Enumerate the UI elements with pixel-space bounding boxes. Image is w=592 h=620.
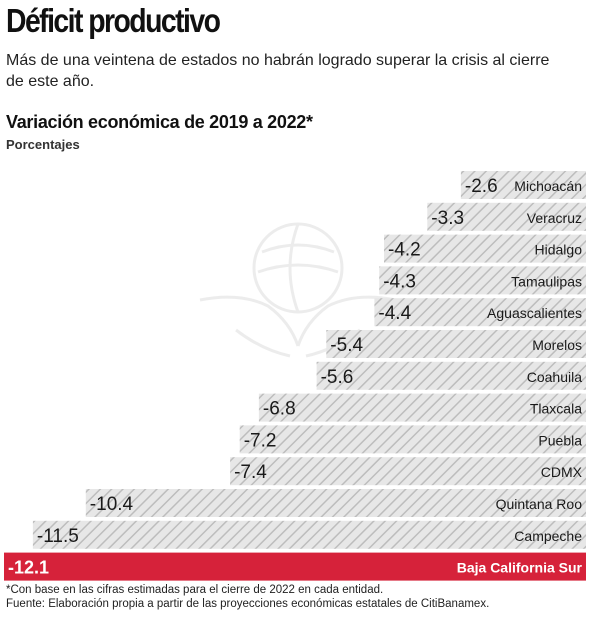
category-label-tlaxcala: Tlaxcala xyxy=(530,401,582,417)
bar-quintana-roo xyxy=(85,489,587,517)
bar-tamaulipas xyxy=(379,266,586,295)
value-label-puebla: -7.2 xyxy=(244,430,277,451)
category-label-puebla: Puebla xyxy=(538,432,582,448)
category-label-hidalgo: Hidalgo xyxy=(535,242,583,258)
bar-baja-california-sur xyxy=(4,552,586,581)
category-label-veracruz: Veracruz xyxy=(527,210,582,226)
category-label-campeche: Campeche xyxy=(514,528,582,544)
bar-cdmx xyxy=(230,457,586,486)
category-label-tamaulipas: Tamaulipas xyxy=(511,273,582,289)
bar-hidalgo xyxy=(384,234,586,263)
category-label-quintana-roo: Quintana Roo xyxy=(496,496,583,512)
bar-aguascalientes xyxy=(374,298,586,327)
value-label-morelos: -5.4 xyxy=(330,335,363,356)
footnote: *Con base en las cifras estimadas para e… xyxy=(6,584,384,596)
category-label-baja-california-sur: Baja California Sur xyxy=(457,560,583,576)
category-label-cdmx: CDMX xyxy=(541,464,583,480)
source-note: Fuente: Elaboración propia a partir de l… xyxy=(6,598,490,610)
bar-puebla xyxy=(239,425,586,454)
value-label-aguascalientes: -4.4 xyxy=(378,303,411,324)
bar-veracruz xyxy=(427,202,586,231)
category-label-coahuila: Coahuila xyxy=(527,369,582,385)
value-label-veracruz: -3.3 xyxy=(431,208,464,229)
bar-morelos xyxy=(326,330,586,358)
value-label-hidalgo: -4.2 xyxy=(388,240,421,261)
value-label-campeche: -11.5 xyxy=(37,526,79,547)
value-label-baja-california-sur: -12.1 xyxy=(8,558,49,578)
value-label-coahuila: -5.6 xyxy=(321,367,354,388)
page-title: Déficit productivo xyxy=(6,2,221,39)
category-label-morelos: Morelos xyxy=(532,337,582,353)
category-label-michoacan: Michoacán xyxy=(514,178,582,194)
page-subtitle: Más de una veintena de estados no habrán… xyxy=(6,52,550,90)
bar-tlaxcala xyxy=(258,393,586,422)
bars-layer: -2.6 Michoacán -3.3 Veracruz -4.2 Hidalgo -4.3… xyxy=(4,171,587,581)
bar-michoacan xyxy=(460,171,586,199)
value-label-tlaxcala: -6.8 xyxy=(263,399,296,420)
value-label-tamaulipas: -4.3 xyxy=(383,271,416,292)
category-label-aguascalientes: Aguascalientes xyxy=(487,305,582,321)
value-label-michoacan: -2.6 xyxy=(465,176,498,197)
chart-unit-label: Porcentajes xyxy=(6,137,80,152)
value-label-quintana-roo: -10.4 xyxy=(90,494,134,515)
value-label-cdmx: -7.4 xyxy=(234,462,267,483)
bar-campeche xyxy=(32,520,586,549)
chart-title: Variación económica de 2019 a 2022* xyxy=(6,112,313,132)
bar-coahuila xyxy=(316,361,586,390)
